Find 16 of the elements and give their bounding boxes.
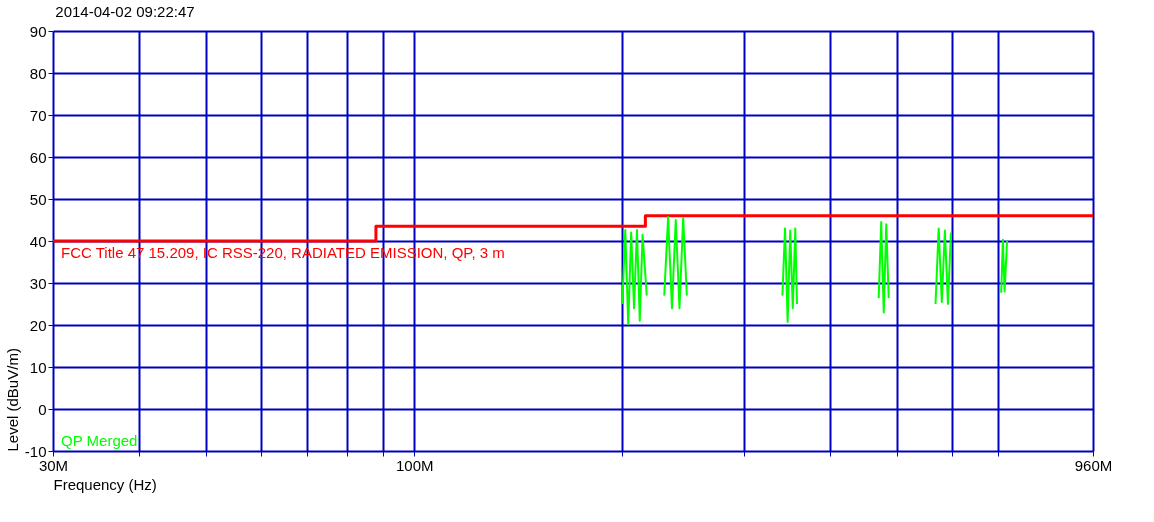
x-tick-label: 960M [1074, 456, 1113, 474]
y-tick-label: 0 [38, 400, 47, 418]
text: QP Merged [61, 432, 138, 449]
y-tick-label: 70 [29, 106, 47, 124]
y-tick-label: 30 [29, 274, 47, 292]
y-tick-label: 60 [29, 148, 47, 166]
x-axis-title: Frequency (Hz) [53, 475, 157, 493]
y-tick-label: 80 [29, 64, 47, 82]
y-axis-title: Level (dBuV/m) [3, 348, 21, 452]
x-tick-label: 100M [396, 456, 434, 474]
y-tick-label: 50 [29, 190, 47, 208]
chart-title: 2014-04-02 09:22:47 [55, 3, 195, 20]
y-tick-label: 10 [29, 358, 47, 376]
y-tick-label: 90 [29, 22, 47, 40]
y-tick-label: 40 [29, 232, 47, 250]
y-tick-label: 20 [29, 316, 47, 334]
